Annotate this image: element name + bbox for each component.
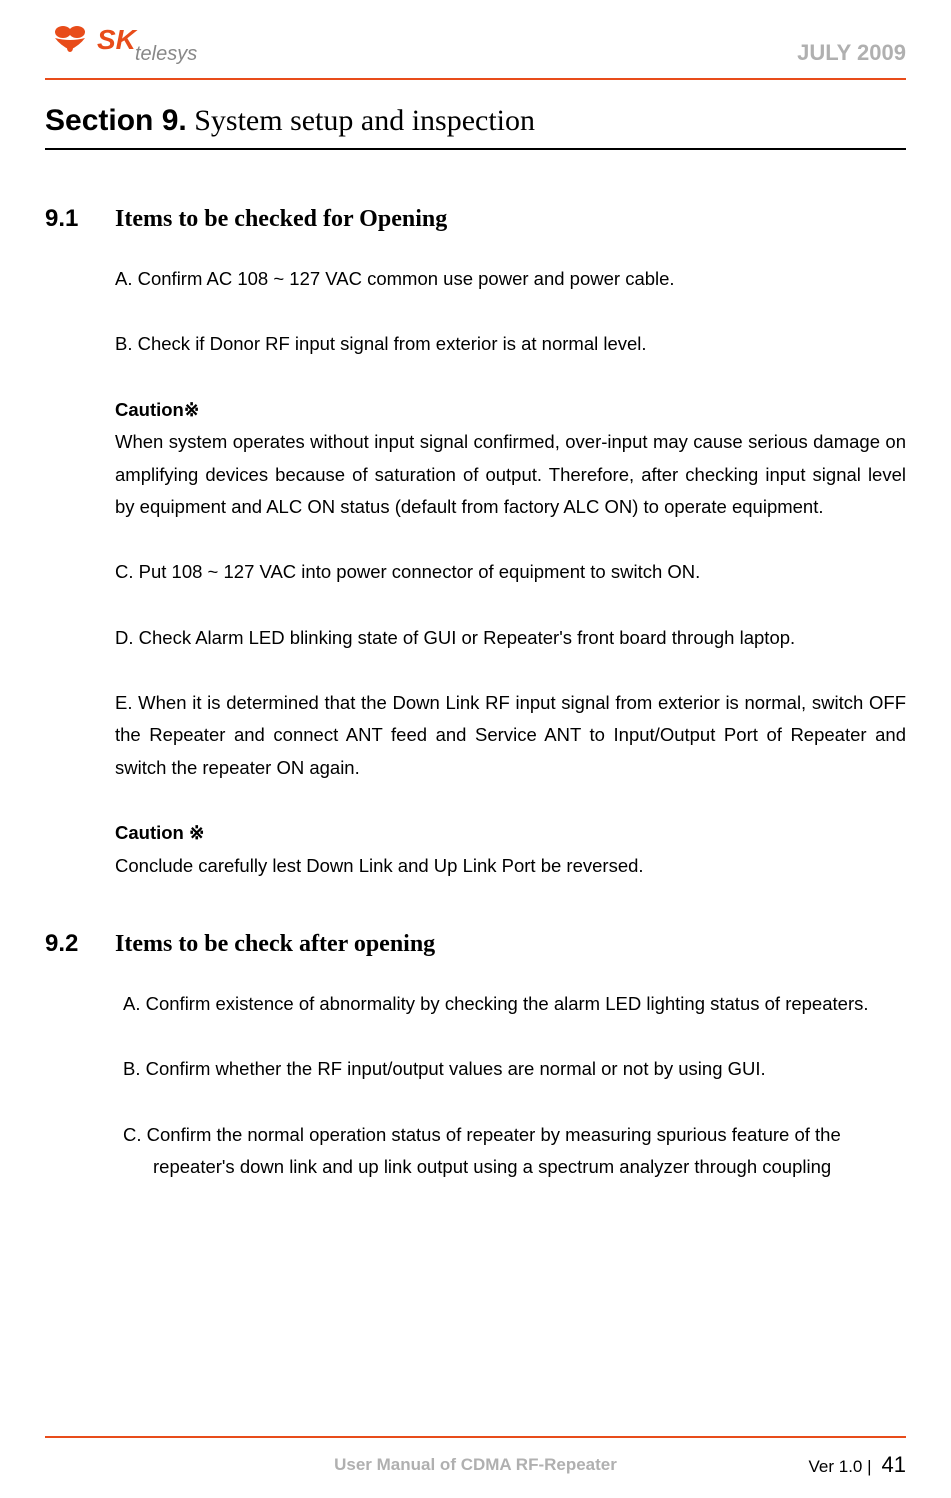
item-91-b: B. Check if Donor RF input signal from e… <box>115 328 906 360</box>
logo: SK telesys <box>45 20 197 70</box>
subsection-91-content: A. Confirm AC 108 ~ 127 VAC common use p… <box>45 263 906 882</box>
footer-page-number: 41 <box>882 1452 906 1478</box>
subsection-91-title: Items to be checked for Opening <box>115 206 447 233</box>
footer-version: Ver 1.0 | <box>809 1457 872 1477</box>
header-divider <box>45 78 906 80</box>
footer-row: User Manual of CDMA RF-Repeater Ver 1.0 … <box>45 1452 906 1478</box>
footer-manual-title: User Manual of CDMA RF-Repeater <box>334 1455 617 1475</box>
subsection-92-number: 9.2 <box>45 930 115 958</box>
caution-2-label: Caution ※ <box>115 822 205 843</box>
item-92-a: A. Confirm existence of abnormality by c… <box>123 988 906 1020</box>
section-title: Section 9. System setup and inspection <box>45 104 906 138</box>
logo-telesys-text: telesys <box>135 44 197 64</box>
section-number: Section 9. <box>45 104 187 137</box>
subsection-92-title: Items to be check after opening <box>115 931 435 958</box>
item-91-a: A. Confirm AC 108 ~ 127 VAC common use p… <box>115 263 906 295</box>
caution-1-label: Caution※ <box>115 399 199 420</box>
subsection-92-content: A. Confirm existence of abnormality by c… <box>45 988 906 1184</box>
section-divider <box>45 148 906 150</box>
caution-2-body: Conclude carefully lest Down Link and Up… <box>115 850 906 882</box>
item-92-c-line2: repeater's down link and up link output … <box>123 1151 906 1183</box>
item-91-c: C. Put 108 ~ 127 VAC into power connecto… <box>115 556 906 588</box>
page-header: SK telesys JULY 2009 <box>45 20 906 70</box>
item-92-b: B. Confirm whether the RF input/output v… <box>123 1053 906 1085</box>
subsection-92: 9.2 Items to be check after opening A. C… <box>45 930 906 1184</box>
item-91-d: D. Check Alarm LED blinking state of GUI… <box>115 622 906 654</box>
caution-1: Caution※ <box>115 394 906 426</box>
page-footer: User Manual of CDMA RF-Repeater Ver 1.0 … <box>45 1436 906 1478</box>
caution-1-body: When system operates without input signa… <box>115 426 906 523</box>
subsection-91-header: 9.1 Items to be checked for Opening <box>45 205 906 233</box>
section-name: System setup and inspection <box>187 104 535 137</box>
item-91-e: E. When it is determined that the Down L… <box>115 687 906 784</box>
item-92-c-line1: C. Confirm the normal operation status o… <box>123 1119 906 1151</box>
subsection-91: 9.1 Items to be checked for Opening A. C… <box>45 205 906 882</box>
logo-text: SK telesys <box>97 26 197 64</box>
caution-2: Caution ※ <box>115 817 906 849</box>
footer-divider <box>45 1436 906 1438</box>
date-label: JULY 2009 <box>797 40 906 66</box>
subsection-91-number: 9.1 <box>45 205 115 233</box>
subsection-92-header: 9.2 Items to be check after opening <box>45 930 906 958</box>
footer-right: Ver 1.0 | 41 <box>809 1452 907 1478</box>
logo-mark-icon <box>45 20 95 70</box>
